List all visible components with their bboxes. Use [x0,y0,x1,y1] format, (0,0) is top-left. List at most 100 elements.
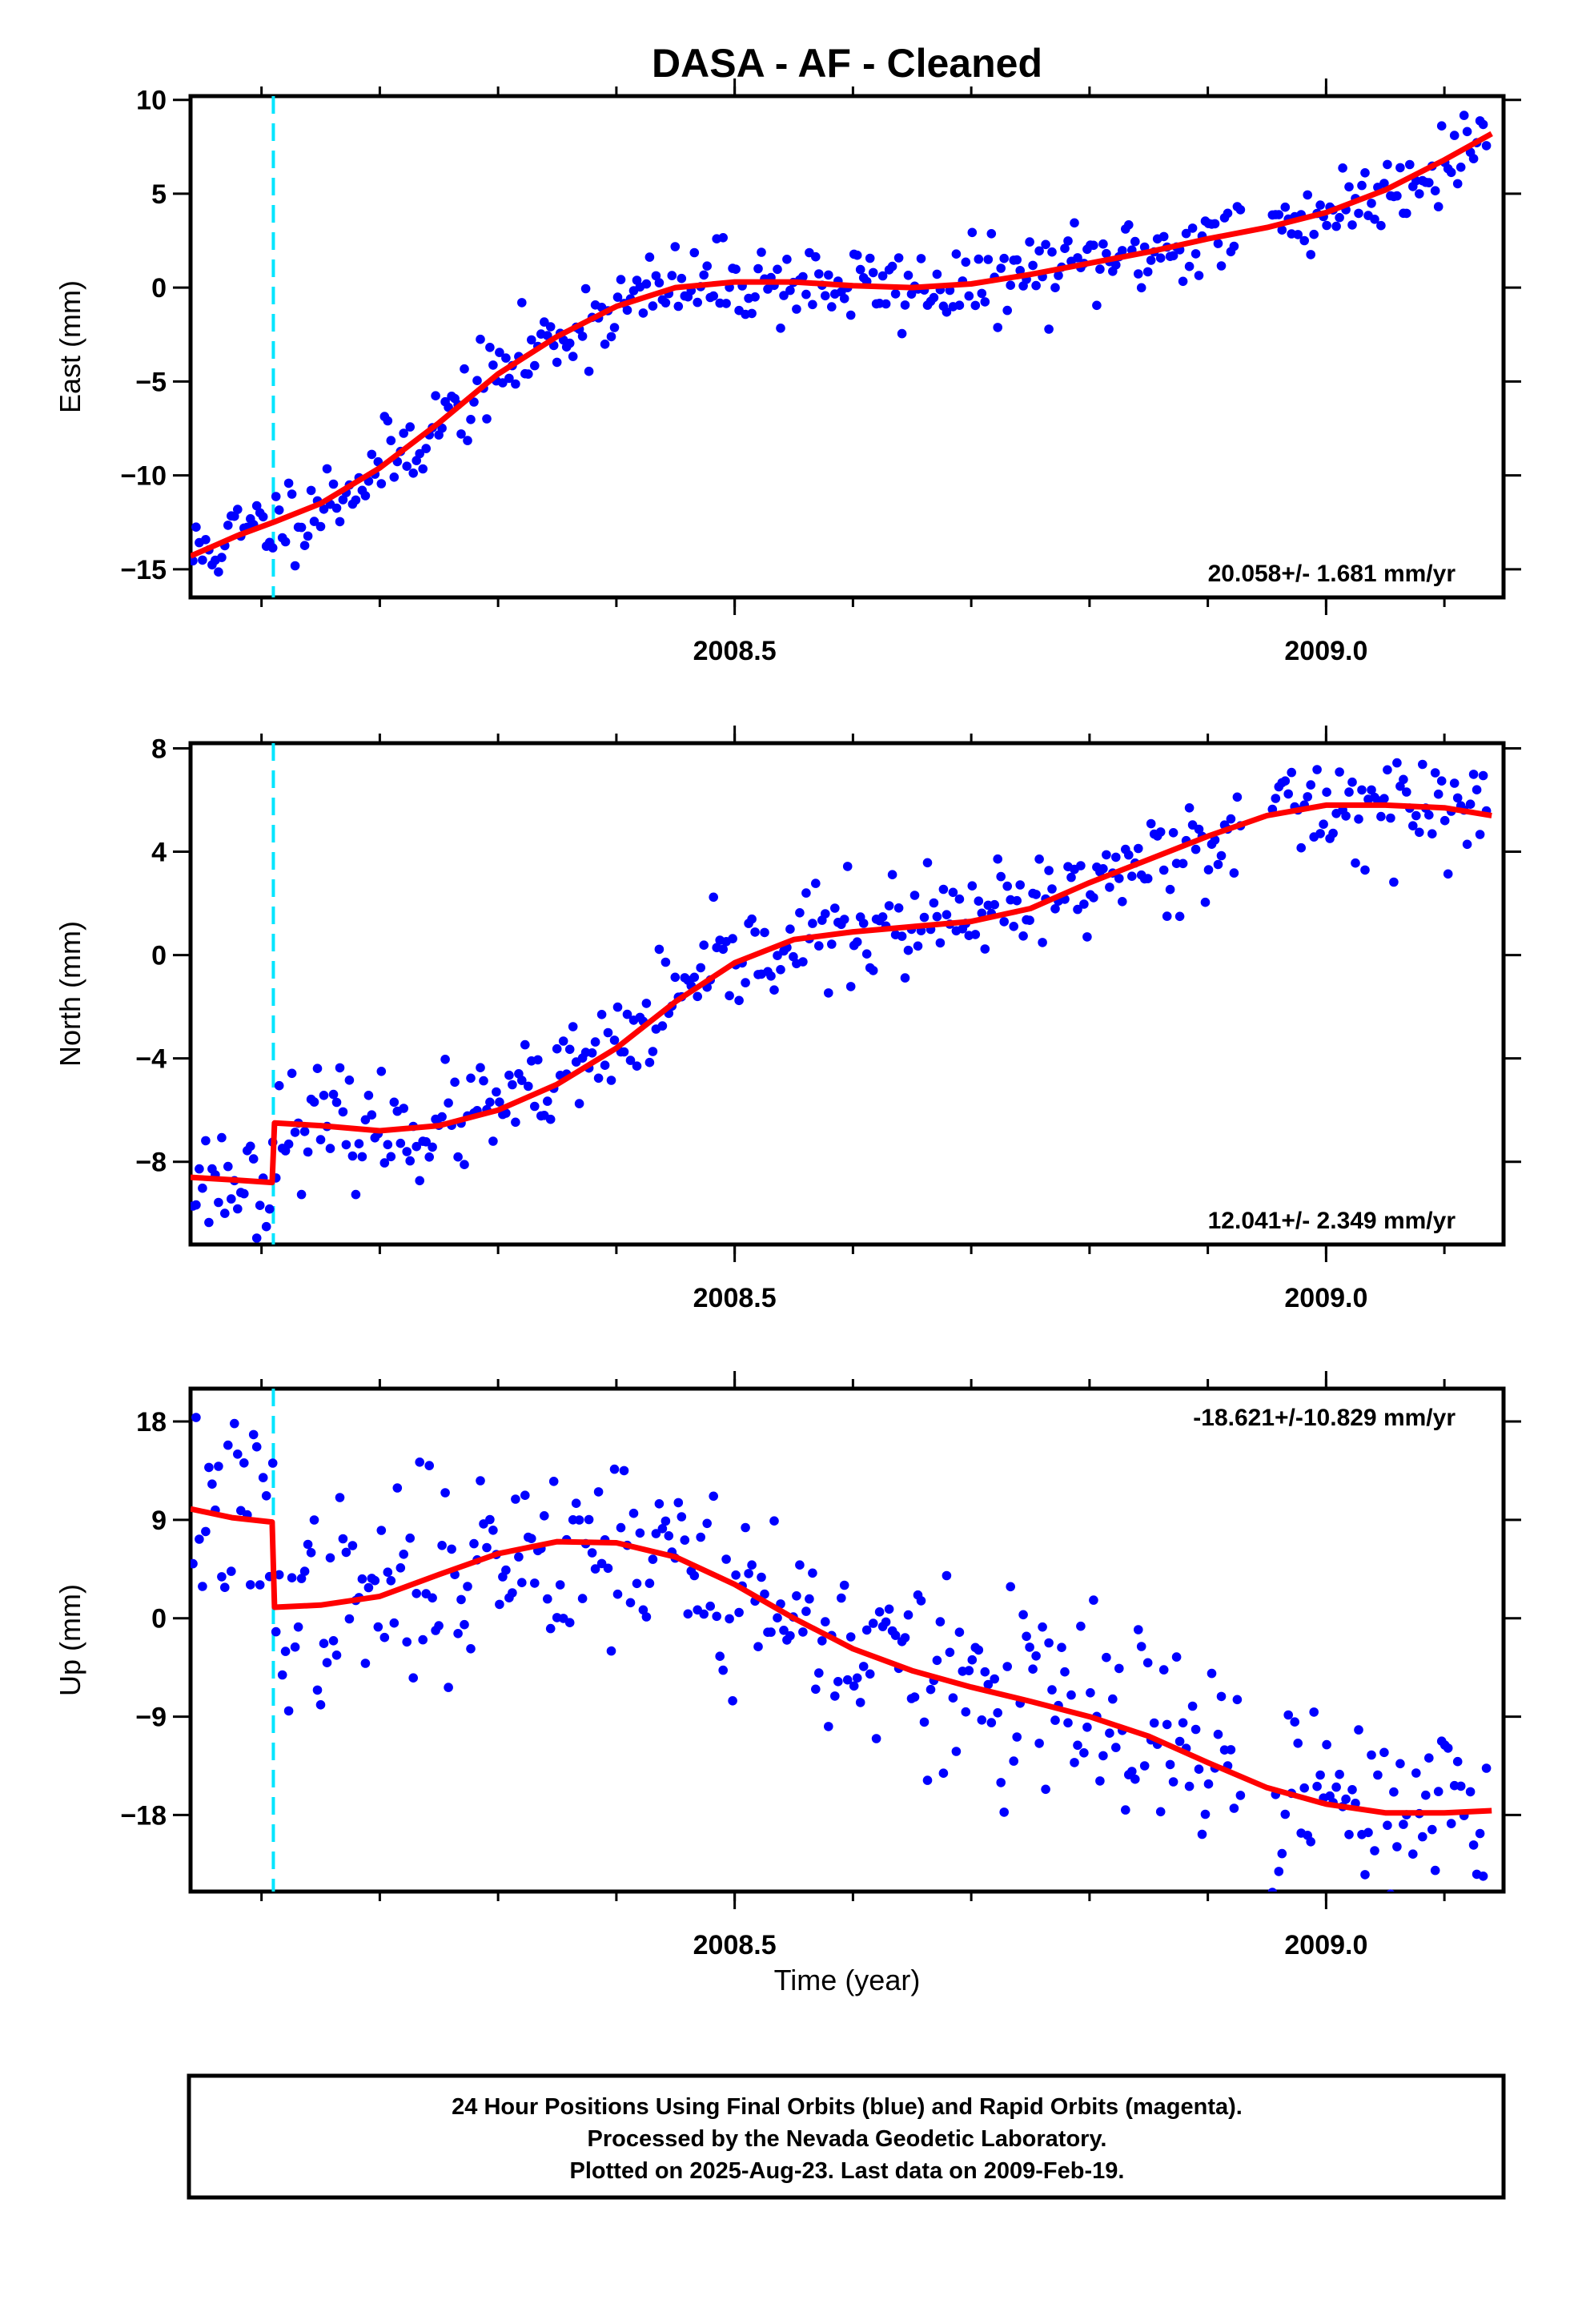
data-point [504,1070,514,1080]
data-point [1018,931,1028,941]
points-east [191,111,1492,577]
data-point [1456,163,1466,172]
data-point [1315,829,1325,838]
data-point [1002,881,1012,891]
data-point [935,1617,946,1626]
data-point [750,292,760,302]
data-point [881,1617,891,1627]
data-point [964,1666,974,1675]
data-point [255,1580,265,1590]
data-point [1475,830,1485,839]
data-point [555,1580,565,1590]
y-tick-label: −4 [135,1044,167,1075]
data-point [603,1027,613,1038]
data-point [935,938,946,948]
data-point [1459,111,1469,120]
data-point [1127,871,1137,881]
data-point [798,271,808,282]
data-point [1452,1756,1463,1767]
data-point [1034,246,1044,256]
data-point [728,934,737,943]
data-point [1124,220,1134,230]
data-point [718,944,728,955]
data-point [274,1080,284,1091]
data-point [501,1565,511,1575]
data-point [625,1598,636,1608]
data-point [916,1596,926,1606]
data-point [571,1498,581,1508]
fit-line-east [191,131,1493,559]
data-point [718,1665,728,1675]
data-point [389,1618,400,1628]
data-point [315,521,326,532]
data-point [1025,237,1034,247]
data-point [792,304,801,314]
data-point [951,249,962,259]
y-tick-label: −18 [120,1800,167,1831]
data-point [1235,205,1246,215]
data-point [1315,200,1325,210]
data-point [1411,810,1421,821]
data-point [1370,215,1379,224]
data-point [1367,1750,1376,1760]
data-point [1089,240,1098,251]
data-point [890,1630,901,1640]
data-point [654,1499,665,1509]
data-point [540,1511,549,1521]
data-point [837,1593,846,1603]
data-point [824,270,833,280]
data-point [290,1128,300,1137]
data-point [548,1477,559,1486]
data-point [1063,1718,1073,1728]
data-point [1134,269,1143,279]
data-point [233,505,243,514]
data-point [402,1147,412,1156]
data-point [524,369,533,379]
data-point [670,242,681,251]
data-point [1267,1888,1278,1892]
data-point [792,1591,801,1601]
data-point [444,1683,453,1692]
data-point [1309,229,1319,239]
data-point [1395,1759,1405,1769]
data-point [1271,794,1281,803]
data-point [476,1476,485,1486]
data-point [1290,1717,1299,1727]
data-point [564,1044,575,1055]
data-point [839,294,849,304]
data-point [689,1570,700,1581]
data-point [1274,1867,1284,1876]
data-point [319,1091,329,1100]
data-point [319,505,329,514]
data-point [999,917,1009,927]
data-point [721,1554,731,1564]
data-point [1044,1638,1054,1648]
data-point [661,957,671,967]
data-point [657,1524,668,1534]
data-point [1111,260,1121,270]
panel-east-frame [188,94,1506,600]
data-point [564,338,575,348]
data-point [852,937,862,947]
data-point [1127,1767,1137,1776]
data-point [728,1696,737,1706]
data-point [424,1461,434,1470]
data-point [351,495,361,505]
data-point [814,941,824,951]
data-point [590,1564,600,1574]
data-point [1203,865,1214,875]
data-point [1076,861,1086,870]
data-point [919,1717,930,1727]
data-point [887,870,897,879]
data-point [993,323,1002,332]
data-point [1130,1774,1140,1784]
data-point [1197,1829,1207,1839]
data-point [1194,271,1204,280]
data-point [881,299,891,309]
data-point [734,995,744,1006]
data-point [296,1189,307,1200]
data-point [760,1589,769,1599]
data-point [1022,1631,1031,1642]
data-point [699,1609,709,1619]
data-point [980,944,990,954]
